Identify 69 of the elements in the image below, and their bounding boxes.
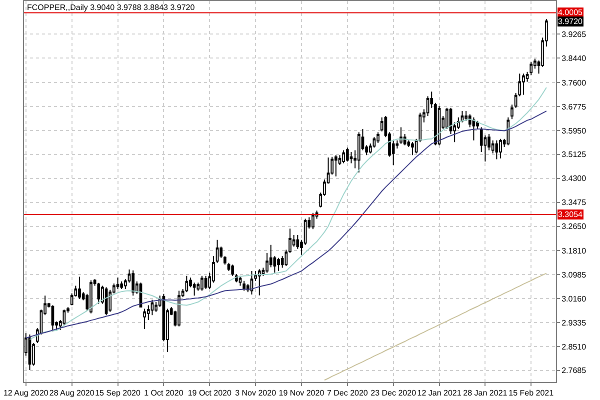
candlestick	[150, 299, 154, 316]
candlestick	[185, 275, 188, 293]
x-tick-label: 19 Oct 2020	[188, 388, 232, 398]
y-tick-label: 3.0160	[562, 294, 587, 304]
x-tick-label: 19 Nov 2020	[278, 388, 325, 398]
y-tick-label: 3.5125	[562, 150, 587, 160]
x-tick-label: 1 Oct 2020	[144, 388, 184, 398]
candlestick	[472, 116, 476, 141]
candlestick	[376, 132, 380, 144]
candlestick	[277, 257, 280, 272]
y-tick-label: 3.0985	[562, 270, 587, 280]
y-tick-label: 2.9335	[562, 318, 587, 328]
y-tick-label: 3.4300	[562, 174, 587, 184]
candlestick	[312, 212, 314, 230]
candlestick	[132, 270, 135, 296]
candlestick	[445, 107, 448, 130]
candlestick	[499, 138, 502, 159]
candlestick	[510, 104, 514, 120]
candlestick	[238, 275, 242, 286]
y-tick-label: 3.5950	[562, 126, 587, 136]
x-tick-label: 15 Sep 2020	[95, 388, 142, 398]
candlestick	[204, 275, 208, 290]
y-tick-label: 2.7685	[562, 366, 587, 376]
candlestick	[411, 142, 414, 156]
x-tick-label: 28 Jan 2021	[463, 388, 508, 398]
chart-title: FCOPPER,,Daily 3.9040 3.9788 3.8843 3.9720	[27, 3, 196, 12]
candlestick	[495, 140, 498, 160]
candlestick	[342, 150, 346, 164]
candlestick	[200, 275, 204, 292]
x-tick-label: 12 Aug 2020	[3, 388, 49, 398]
candlestick	[522, 73, 525, 96]
candlestick	[224, 256, 226, 266]
x-tick-label: 3 Nov 2020	[235, 388, 277, 398]
candlestick	[143, 308, 146, 330]
y-tick-label: 3.7600	[562, 78, 587, 88]
y-tick-label: 3.1810	[562, 246, 587, 256]
ref-line-label: 4.0005	[558, 8, 584, 17]
candlestick	[178, 290, 180, 327]
candlestick	[250, 270, 254, 295]
candlestick	[506, 116, 510, 146]
candlestick	[120, 280, 124, 290]
y-tick-label: 3.3475	[562, 198, 587, 208]
candlestick	[350, 151, 353, 164]
y-tick-label: 3.2650	[562, 222, 587, 232]
candlestick	[90, 280, 92, 314]
candlestick	[231, 264, 234, 276]
y-tick-label: 3.6775	[562, 102, 587, 112]
candlestick	[242, 280, 246, 292]
candlestick	[258, 268, 261, 296]
x-tick-label: 15 Feb 2021	[508, 388, 554, 398]
y-tick-label: 3.8440	[562, 54, 587, 63]
x-tick-label: 23 Dec 2020	[370, 388, 417, 398]
x-tick-label: 28 Aug 2020	[49, 388, 95, 398]
candlestick	[400, 126, 402, 144]
candlestick	[51, 304, 54, 332]
candlestick	[357, 132, 360, 174]
candlestick	[334, 154, 338, 177]
line-series	[324, 272, 547, 381]
y-tick-label: 3.9265	[562, 30, 587, 40]
annotation: 3.9720	[558, 17, 584, 26]
x-tick-label: 7 Dec 2020	[326, 388, 368, 398]
candlestick	[78, 276, 81, 300]
y-tick-label: 2.8510	[562, 342, 587, 352]
candlestick	[116, 277, 120, 290]
candlestick	[97, 282, 100, 304]
candlestick	[346, 147, 349, 162]
ref-line-label: 3.3054	[558, 210, 584, 219]
candlestick	[216, 239, 219, 264]
x-tick-label: 12 Jan 2021	[417, 388, 462, 398]
